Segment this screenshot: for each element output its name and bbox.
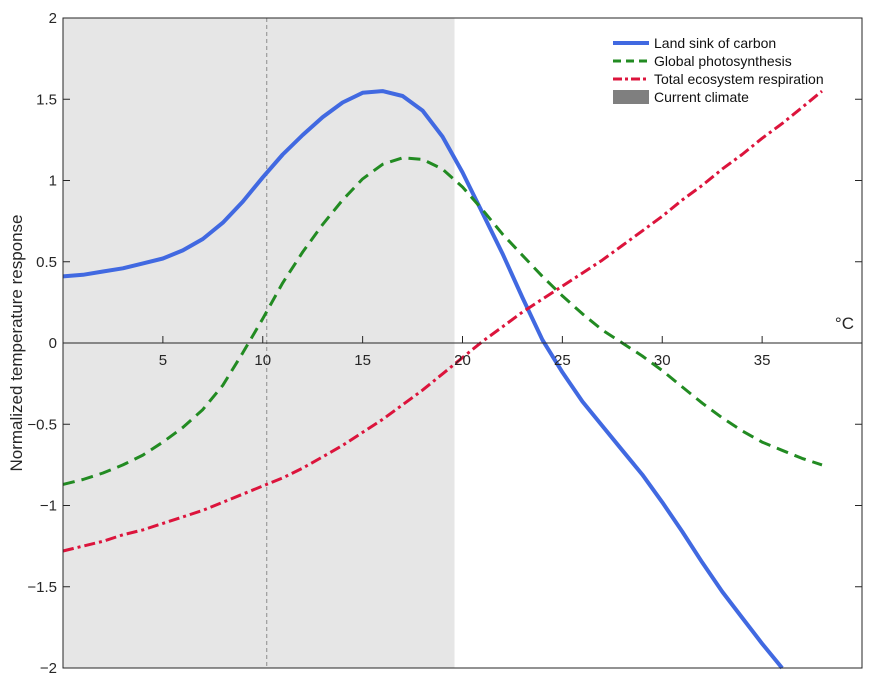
series-line-2: [62, 89, 823, 553]
x-tick-label: 15: [354, 352, 371, 369]
x-tick-label: 5: [159, 352, 167, 369]
y-tick-label: −1.5: [27, 579, 57, 596]
legend-swatch-current-climate: [613, 90, 649, 104]
x-tick-label: 25: [554, 352, 571, 369]
x-tick-label: 20: [454, 352, 471, 369]
y-tick-label: −2: [40, 660, 57, 677]
legend-label-0: Land sink of carbon: [654, 35, 776, 51]
legend-label-current-climate: Current climate: [654, 89, 749, 105]
series-line-1: [62, 156, 823, 486]
x-tick-label: 35: [754, 352, 771, 369]
y-tick-label: 1: [49, 173, 57, 190]
y-axis-title: Normalized temperature response: [7, 214, 26, 471]
y-tick-label: 0.5: [36, 254, 57, 271]
x-tick-label: 10: [254, 352, 271, 369]
y-tick-label: −0.5: [27, 416, 57, 433]
legend-label-1: Global photosynthesis: [654, 53, 792, 69]
legend-label-2: Total ecosystem respiration: [654, 71, 824, 87]
y-tick-label: 1.5: [36, 91, 57, 108]
series-line-0: [62, 89, 784, 670]
y-tick-label: 0: [49, 335, 57, 352]
y-tick-label: 2: [49, 10, 57, 27]
x-tick-label: 30: [654, 352, 671, 369]
y-tick-label: −1: [40, 498, 57, 515]
x-unit-label: °C: [835, 314, 854, 333]
